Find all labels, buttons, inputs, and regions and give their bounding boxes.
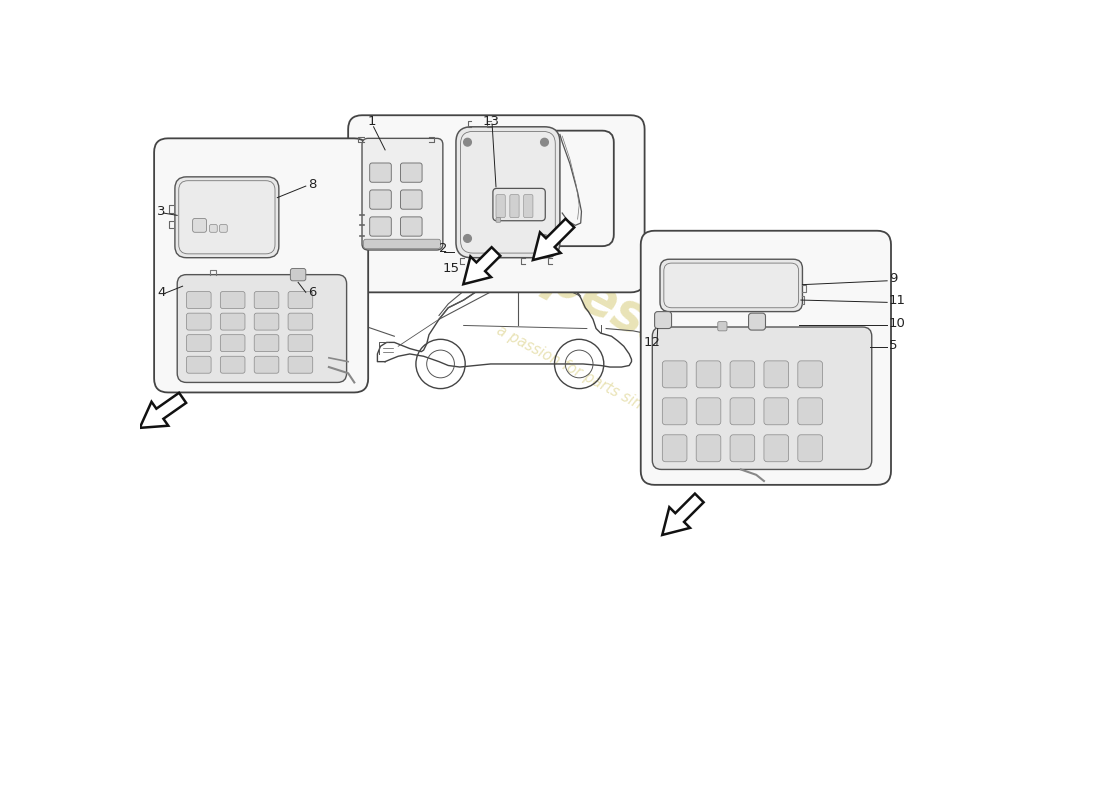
Polygon shape bbox=[662, 494, 704, 535]
FancyBboxPatch shape bbox=[177, 274, 346, 382]
FancyBboxPatch shape bbox=[288, 291, 312, 309]
Text: 1: 1 bbox=[367, 115, 376, 128]
FancyBboxPatch shape bbox=[493, 188, 546, 221]
Text: 12: 12 bbox=[644, 336, 661, 350]
Polygon shape bbox=[463, 247, 500, 284]
Polygon shape bbox=[532, 218, 574, 260]
FancyBboxPatch shape bbox=[400, 217, 422, 236]
FancyBboxPatch shape bbox=[763, 361, 789, 388]
Text: 6: 6 bbox=[308, 286, 317, 299]
FancyBboxPatch shape bbox=[524, 194, 534, 218]
FancyBboxPatch shape bbox=[288, 356, 312, 373]
FancyBboxPatch shape bbox=[186, 291, 211, 309]
FancyBboxPatch shape bbox=[496, 194, 505, 218]
FancyBboxPatch shape bbox=[749, 313, 766, 330]
FancyBboxPatch shape bbox=[717, 322, 727, 331]
FancyBboxPatch shape bbox=[254, 356, 279, 373]
FancyBboxPatch shape bbox=[798, 361, 823, 388]
FancyBboxPatch shape bbox=[186, 334, 211, 352]
FancyBboxPatch shape bbox=[348, 115, 645, 292]
FancyBboxPatch shape bbox=[363, 239, 440, 249]
FancyBboxPatch shape bbox=[254, 291, 279, 309]
FancyBboxPatch shape bbox=[662, 398, 686, 425]
Text: 13: 13 bbox=[482, 115, 499, 128]
Text: 5: 5 bbox=[889, 338, 898, 351]
FancyBboxPatch shape bbox=[220, 313, 245, 330]
Text: 3: 3 bbox=[157, 206, 166, 218]
Polygon shape bbox=[140, 393, 186, 428]
FancyBboxPatch shape bbox=[220, 225, 228, 232]
FancyBboxPatch shape bbox=[288, 313, 312, 330]
FancyBboxPatch shape bbox=[154, 138, 368, 393]
FancyBboxPatch shape bbox=[662, 435, 686, 462]
FancyBboxPatch shape bbox=[640, 230, 891, 485]
Text: 10: 10 bbox=[889, 317, 905, 330]
Text: 4: 4 bbox=[157, 286, 166, 299]
FancyBboxPatch shape bbox=[730, 398, 755, 425]
FancyBboxPatch shape bbox=[370, 217, 392, 236]
FancyBboxPatch shape bbox=[480, 130, 614, 246]
FancyBboxPatch shape bbox=[730, 435, 755, 462]
FancyBboxPatch shape bbox=[175, 177, 279, 258]
FancyBboxPatch shape bbox=[290, 269, 306, 281]
Circle shape bbox=[541, 234, 548, 242]
FancyBboxPatch shape bbox=[186, 356, 211, 373]
FancyBboxPatch shape bbox=[209, 225, 218, 232]
FancyBboxPatch shape bbox=[652, 327, 871, 470]
FancyBboxPatch shape bbox=[696, 361, 720, 388]
Text: 2: 2 bbox=[439, 242, 448, 254]
FancyBboxPatch shape bbox=[696, 435, 720, 462]
FancyBboxPatch shape bbox=[510, 194, 519, 218]
FancyBboxPatch shape bbox=[220, 334, 245, 352]
Circle shape bbox=[464, 138, 472, 146]
FancyBboxPatch shape bbox=[455, 126, 560, 258]
FancyBboxPatch shape bbox=[730, 361, 755, 388]
FancyBboxPatch shape bbox=[696, 398, 720, 425]
Text: 15: 15 bbox=[443, 262, 460, 274]
FancyBboxPatch shape bbox=[400, 190, 422, 209]
FancyBboxPatch shape bbox=[254, 313, 279, 330]
Text: a passion for parts since 1985: a passion for parts since 1985 bbox=[494, 322, 695, 439]
FancyBboxPatch shape bbox=[192, 218, 207, 232]
Text: 9: 9 bbox=[889, 272, 898, 286]
FancyBboxPatch shape bbox=[798, 435, 823, 462]
FancyBboxPatch shape bbox=[220, 291, 245, 309]
FancyBboxPatch shape bbox=[362, 138, 443, 250]
FancyBboxPatch shape bbox=[178, 181, 275, 254]
FancyBboxPatch shape bbox=[254, 334, 279, 352]
FancyBboxPatch shape bbox=[370, 163, 392, 182]
FancyBboxPatch shape bbox=[763, 398, 789, 425]
FancyBboxPatch shape bbox=[664, 263, 799, 308]
FancyBboxPatch shape bbox=[288, 334, 312, 352]
FancyBboxPatch shape bbox=[220, 356, 245, 373]
Text: 8: 8 bbox=[308, 178, 317, 191]
FancyBboxPatch shape bbox=[798, 398, 823, 425]
FancyBboxPatch shape bbox=[654, 311, 671, 329]
FancyBboxPatch shape bbox=[496, 218, 500, 222]
FancyBboxPatch shape bbox=[186, 313, 211, 330]
FancyBboxPatch shape bbox=[662, 361, 686, 388]
FancyBboxPatch shape bbox=[461, 131, 556, 253]
FancyBboxPatch shape bbox=[660, 259, 803, 311]
Text: 11: 11 bbox=[889, 294, 905, 307]
FancyBboxPatch shape bbox=[400, 163, 422, 182]
Text: lupesares: lupesares bbox=[490, 225, 769, 406]
FancyBboxPatch shape bbox=[370, 190, 392, 209]
FancyBboxPatch shape bbox=[763, 435, 789, 462]
Circle shape bbox=[541, 138, 548, 146]
Circle shape bbox=[464, 234, 472, 242]
